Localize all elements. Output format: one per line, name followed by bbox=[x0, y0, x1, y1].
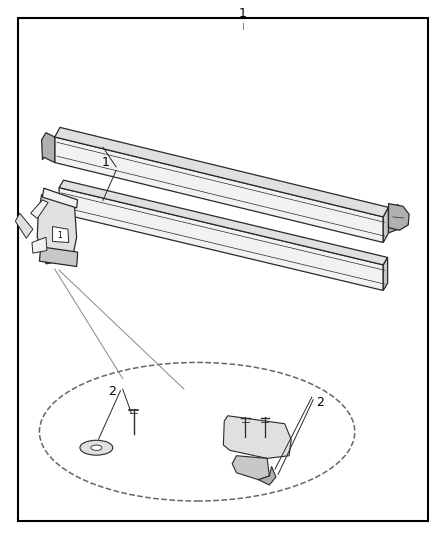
Polygon shape bbox=[37, 195, 77, 264]
Polygon shape bbox=[53, 227, 69, 243]
Polygon shape bbox=[42, 188, 78, 208]
Polygon shape bbox=[383, 207, 389, 243]
Polygon shape bbox=[55, 137, 383, 243]
Polygon shape bbox=[383, 257, 388, 290]
Polygon shape bbox=[31, 200, 48, 219]
Polygon shape bbox=[59, 188, 383, 290]
Polygon shape bbox=[39, 247, 78, 266]
Polygon shape bbox=[55, 127, 389, 217]
Text: 2: 2 bbox=[108, 385, 116, 398]
Polygon shape bbox=[59, 180, 388, 265]
Polygon shape bbox=[223, 416, 291, 458]
FancyBboxPatch shape bbox=[18, 18, 428, 521]
Text: 1: 1 bbox=[239, 7, 247, 20]
Polygon shape bbox=[42, 133, 55, 163]
Ellipse shape bbox=[80, 440, 113, 455]
Text: 1: 1 bbox=[58, 231, 62, 239]
Polygon shape bbox=[232, 456, 269, 480]
Polygon shape bbox=[389, 205, 399, 233]
Ellipse shape bbox=[39, 362, 355, 501]
Polygon shape bbox=[32, 237, 47, 253]
Polygon shape bbox=[389, 204, 409, 230]
Polygon shape bbox=[15, 213, 33, 238]
Polygon shape bbox=[258, 466, 276, 485]
Ellipse shape bbox=[91, 445, 102, 450]
Text: 1: 1 bbox=[101, 156, 109, 169]
Text: 2: 2 bbox=[316, 396, 324, 409]
